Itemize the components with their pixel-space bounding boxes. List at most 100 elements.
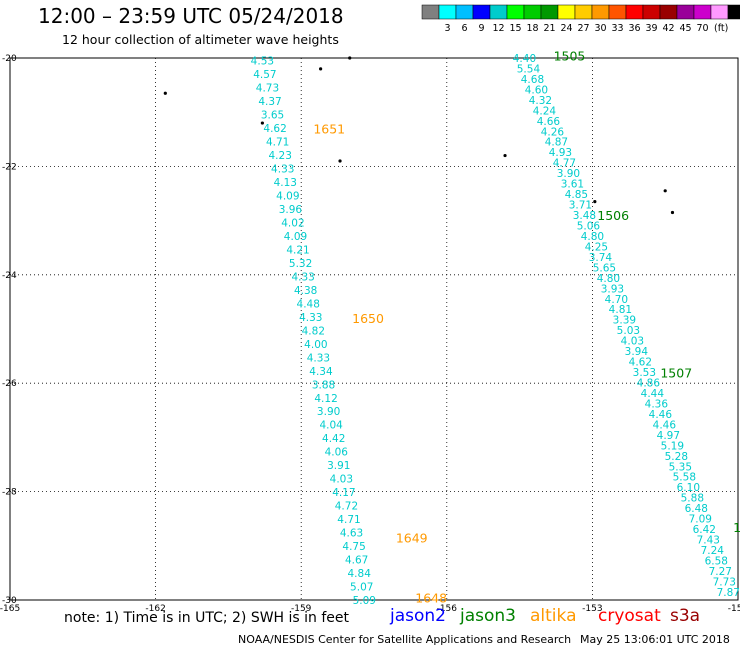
wave-height-label: 4.66: [537, 116, 561, 128]
wave-height-label: 4.57: [253, 69, 276, 81]
satellite-legend-altika: altika: [530, 606, 577, 626]
satellite-legend-s3a: s3a: [670, 606, 701, 626]
grid-lines: [10, 58, 738, 600]
wave-height-label: 4.53: [251, 56, 274, 68]
wave-height-label: 3.90: [317, 406, 340, 418]
pass-time-label: 1506: [597, 208, 629, 223]
color-bar-label: 27: [577, 23, 589, 34]
color-bar-swatch: [659, 4, 678, 20]
color-bar-label: 24: [560, 23, 572, 34]
wave-height-label: 7.73: [713, 576, 736, 588]
wave-height-label: 4.68: [521, 74, 544, 86]
page-subtitle: 12 hour collection of altimeter wave hei…: [62, 32, 339, 47]
island-marker: [503, 153, 507, 158]
wave-height-label: 4.87: [545, 137, 568, 149]
wave-height-label: 4.86: [637, 378, 661, 390]
color-bar-swatch: [642, 4, 661, 20]
pass-time-label: 1507: [660, 365, 692, 380]
wave-height-label: 4.60: [525, 84, 548, 96]
wave-height-label: 3.94: [625, 346, 649, 358]
pass-time-label: 1649: [396, 531, 428, 546]
island-marker: [663, 189, 667, 193]
color-bar-unit: (ft): [714, 23, 728, 34]
timestamp: May 25 13:06:01 UTC 2018: [580, 633, 730, 646]
wave-height-label: 3.88: [312, 379, 335, 391]
color-bar-swatch: [540, 4, 559, 20]
wave-height-label: 4.70: [605, 294, 628, 306]
pass-time-labels: 1651 1650 1649 1648 1505 1506 1507 15: [313, 48, 740, 605]
wave-height-label: 4.09: [276, 191, 299, 203]
island-marker: [348, 56, 352, 60]
wave-height-label: 7.27: [709, 566, 732, 578]
color-bar-legend: 3 6 9 12 15 18 21 24 27 30 33 36 39 42 45 70 (ft): [421, 4, 740, 34]
wave-height-label: 5.35: [669, 461, 692, 473]
color-bar-swatch: [489, 4, 508, 20]
island-marker: [163, 91, 167, 95]
lat-tick-label: -22: [2, 162, 17, 172]
color-bar-label: 18: [526, 23, 538, 34]
wave-height-label: 5.03: [617, 325, 640, 337]
wave-height-label: 4.34: [309, 366, 333, 378]
color-bar-swatch: [676, 4, 695, 20]
lon-tick-label: -156: [437, 604, 458, 614]
wave-height-label: 4.71: [266, 137, 289, 149]
color-bar-label: 3: [444, 23, 450, 34]
wave-height-label: 4.03: [621, 336, 644, 348]
color-bar-swatch: [421, 4, 440, 20]
wave-height-label: 3.93: [601, 283, 624, 295]
wave-height-label: 4.44: [641, 388, 665, 400]
wave-height-label: 4.97: [657, 430, 680, 442]
wave-height-label: 3.48: [573, 210, 596, 222]
wave-height-label: 4.81: [609, 304, 632, 316]
color-bar-label: 36: [628, 23, 640, 34]
island-marker: [593, 200, 597, 204]
color-bar-label: 21: [543, 23, 555, 34]
color-bar-label: 42: [662, 23, 674, 34]
wave-height-label: 5.19: [661, 440, 684, 452]
wave-height-label: 4.36: [645, 398, 669, 410]
wave-height-label: 4.00: [304, 339, 327, 351]
wave-height-label: 3.90: [557, 168, 580, 180]
wave-height-label: 4.40: [513, 53, 536, 65]
wave-height-label: 4.13: [274, 177, 297, 189]
wave-height-label: 4.09: [284, 231, 307, 243]
wave-height-label: 4.67: [345, 555, 368, 567]
wave-height-label: 3.71: [569, 200, 592, 212]
axis-ticks: -165 -162 -159 -156 -153 -150 -20 -22 -24 -26 -28 -…: [0, 54, 740, 614]
wave-height-label: 3.96: [279, 204, 303, 216]
wave-height-label: 3.61: [561, 179, 584, 191]
lat-tick-label: -28: [2, 488, 17, 498]
wave-height-label: 4.33: [299, 312, 322, 324]
wave-height-label: 7.87: [717, 587, 740, 599]
wave-height-label: 4.62: [263, 123, 286, 135]
lon-tick-label: -162: [145, 604, 165, 614]
color-bar-swatch: [727, 4, 740, 20]
wave-height-label: 5.32: [289, 258, 312, 270]
wave-height-label: 5.28: [665, 451, 688, 463]
wave-height-label: 4.48: [297, 298, 320, 310]
wave-height-label: 4.25: [585, 241, 608, 253]
color-bar-swatch: [608, 4, 627, 20]
color-bar-label: 70: [696, 23, 708, 34]
color-bar-swatch: [693, 4, 712, 20]
color-bar-swatch: [591, 4, 610, 20]
satellite-legend-jason3: jason3: [460, 606, 516, 626]
color-bar-swatch: [455, 4, 474, 20]
wave-height-label: 4.12: [314, 393, 337, 405]
color-bar-swatch: [472, 4, 491, 20]
wave-height-label: 4.02: [281, 217, 304, 229]
wave-height-label: 5.58: [673, 472, 696, 484]
wave-height-label: 4.46: [653, 419, 677, 431]
wave-height-label: 7.09: [689, 514, 712, 526]
color-bar-label: 30: [594, 23, 606, 34]
page-title: 12:00 – 23:59 UTC 05/24/2018: [38, 4, 344, 28]
wave-height-label: 6.48: [685, 503, 708, 515]
lat-tick-label: -30: [2, 596, 17, 606]
wave-height-label: 7.24: [701, 545, 725, 557]
color-bar-swatch: [506, 4, 525, 20]
color-bar-swatch: [523, 4, 542, 20]
color-bar-swatch: [438, 4, 457, 20]
wave-height-label: 4.23: [269, 150, 292, 162]
wave-height-label: 4.03: [330, 474, 353, 486]
wave-height-label: 3.53: [633, 367, 656, 379]
